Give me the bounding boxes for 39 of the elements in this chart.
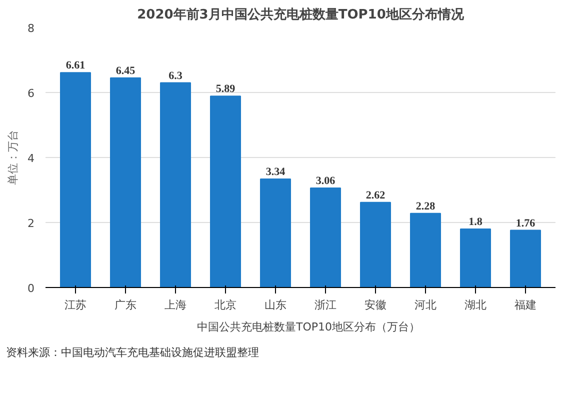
data-label: 5.89 — [216, 83, 236, 96]
data-label: 1.8 — [468, 216, 483, 228]
text: 资料来源：中国电动汽车充电基础设施促进联盟整理 — [6, 345, 259, 361]
y-tick-label: 6 — [28, 87, 34, 100]
y-tick-label: 4 — [28, 152, 34, 165]
data-label: 3.06 — [316, 175, 336, 188]
x-tick-label: 江苏 — [64, 298, 86, 312]
data-label: 1.76 — [516, 217, 536, 230]
chart-title: 2020年前3月中国公共充电桩数量TOP10地区分布情况 — [137, 6, 465, 22]
y-tick-label: 0 — [28, 282, 34, 295]
y-tick-label: 2 — [28, 217, 34, 230]
data-label: 6.61 — [66, 60, 86, 72]
y-tick-label: 8 — [28, 22, 34, 35]
bar — [310, 188, 341, 288]
x-tick-label: 浙江 — [314, 298, 336, 312]
bar — [110, 77, 141, 288]
x-tick-label: 湖北 — [464, 298, 486, 312]
data-label: 6.3 — [168, 70, 183, 82]
x-tick-label: 广东 — [114, 298, 136, 312]
bar — [160, 82, 191, 288]
data-label: 2.62 — [366, 189, 386, 202]
x-tick-label: 北京 — [214, 298, 236, 312]
x-tick-label: 山东 — [264, 298, 286, 312]
data-label: 3.34 — [266, 166, 286, 178]
data-label: 6.45 — [116, 64, 136, 77]
bar — [260, 178, 291, 288]
bar — [210, 96, 241, 288]
data-label: 2.28 — [416, 200, 436, 212]
bar — [510, 230, 541, 288]
x-tick-label: 河北 — [414, 298, 436, 312]
bar — [410, 212, 441, 288]
x-tick-label: 安徽 — [364, 298, 386, 312]
x-tick-label: 福建 — [514, 298, 536, 312]
bar — [60, 72, 91, 288]
text: 中国公共充电桩数量TOP10地区分布（万台） — [196, 320, 420, 334]
y-axis-title: 单位：万台 — [6, 130, 20, 185]
x-tick-label: 上海 — [164, 298, 186, 312]
bar — [460, 228, 491, 288]
bar — [360, 202, 391, 288]
